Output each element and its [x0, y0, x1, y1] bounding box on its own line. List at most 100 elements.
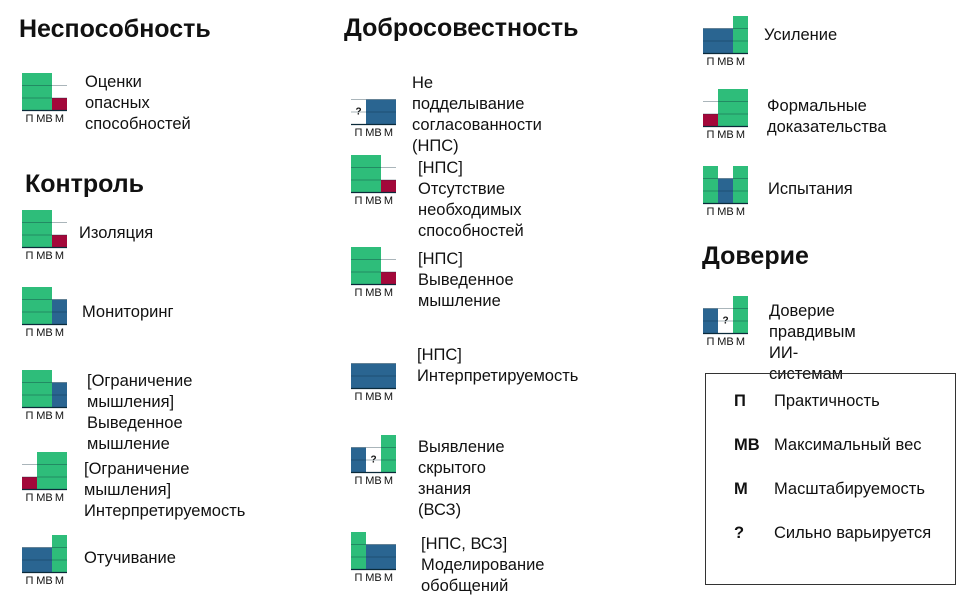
chart-tick-label: МВ [365, 474, 382, 487]
chart-tick-label: М [54, 326, 65, 339]
mini-chart-svg [22, 535, 67, 574]
chart-bar [37, 73, 52, 111]
legend-desc: Масштабируемость [774, 480, 925, 498]
legend-key: ? [734, 524, 745, 542]
chart-bar [366, 544, 381, 570]
chart-tick-label: М [735, 205, 746, 218]
chart-bar [351, 532, 366, 570]
legend-key: П [734, 392, 746, 410]
mini-chart-svg: ? [703, 296, 748, 335]
chart-tick-label: П [25, 574, 34, 587]
chart-bar [366, 363, 381, 389]
mini-chart-svg [351, 532, 396, 571]
chart-tick-label: П [25, 326, 34, 339]
chart-bar [366, 99, 381, 125]
chart-tick-label: М [54, 491, 65, 504]
chart-bar [381, 363, 396, 389]
unknown-marker: ? [722, 316, 728, 327]
chart-tick-label: МВ [36, 326, 53, 339]
chart-tick-label: МВ [365, 194, 382, 207]
mini-chart-svg [22, 210, 67, 249]
chart-bar [22, 547, 37, 573]
chart-tick-label: М [383, 474, 394, 487]
chart-tick-label: М [54, 249, 65, 262]
chart-bar [37, 287, 52, 325]
chart-tick-label: М [735, 128, 746, 141]
chart-tick-label: МВ [365, 286, 382, 299]
chart-tick-label: П [354, 194, 363, 207]
chart-bar [381, 544, 396, 570]
chart-tick-label: М [383, 390, 394, 403]
item-label: [Ограничение мышления] Выведенное мышлен… [87, 372, 193, 453]
chart-bar [351, 447, 366, 473]
item-label: [НПС, ВСЗ] Моделирование обобщений [421, 535, 545, 595]
chart-bar [37, 210, 52, 248]
chart-bar [351, 247, 366, 285]
chart-bar [22, 370, 37, 408]
chart-tick-label: МВ [36, 491, 53, 504]
chart-bar [52, 535, 67, 573]
chart-tick-label: М [54, 409, 65, 422]
mini-chart-svg [703, 16, 748, 55]
chart-bar [22, 287, 37, 325]
item-label: Оценки опасных способностей [85, 73, 191, 133]
chart-tick-label: МВ [717, 205, 734, 218]
chart-bar [351, 155, 366, 193]
chart-tick-label: МВ [365, 390, 382, 403]
chart-tick-label: МВ [365, 571, 382, 584]
item-label: Изоляция [79, 224, 154, 242]
chart-tick-label: П [354, 474, 363, 487]
chart-bar [37, 370, 52, 408]
unknown-marker: ? [355, 107, 361, 118]
section-title-control: Контроль [25, 170, 145, 198]
mini-chart-svg [703, 166, 748, 205]
chart-bar [37, 452, 52, 490]
chart-tick-label: М [383, 126, 394, 139]
chart-bar [52, 299, 67, 325]
chart-bar [366, 155, 381, 193]
chart-tick-label: МВ [365, 126, 382, 139]
chart-bar [52, 452, 67, 490]
item-label: Формальные доказательства [767, 97, 887, 136]
section-title-trustworthiness: Добросовестность [344, 14, 579, 42]
item-label: [НПС] Интерпретируемость [417, 346, 579, 385]
mini-chart-svg [351, 247, 396, 286]
chart-tick-label: М [54, 574, 65, 587]
chart-tick-label: М [735, 55, 746, 68]
mini-chart-svg [22, 452, 67, 491]
legend-desc: Сильно варьируется [774, 524, 932, 542]
chart-bar [366, 247, 381, 285]
chart-tick-label: МВ [717, 128, 734, 141]
chart-bar [718, 178, 733, 204]
chart-tick-label: М [383, 286, 394, 299]
item-label: [НПС] Отсутствие необходимых способносте… [418, 159, 524, 240]
chart-bar [37, 547, 52, 573]
chart-tick-label: П [25, 491, 34, 504]
chart-bar [52, 98, 67, 111]
legend-desc: Практичность [774, 392, 880, 410]
section-title-incapability: Неспособность [19, 15, 211, 43]
chart-bar [22, 210, 37, 248]
chart-tick-label: П [354, 390, 363, 403]
item-label: Выявление скрытого знания (ВСЗ) [418, 438, 505, 519]
chart-bar [381, 180, 396, 193]
item-label: [НПС] Выведенное мышление [418, 250, 514, 310]
legend-key: МВ [734, 436, 760, 454]
chart-bar [22, 477, 37, 490]
chart-bar [381, 99, 396, 125]
chart-bar [703, 28, 718, 54]
chart-bar [733, 296, 748, 334]
item-label: Усиление [764, 26, 838, 44]
item-label: Мониторинг [82, 303, 174, 321]
chart-tick-label: МВ [36, 574, 53, 587]
chart-tick-label: МВ [36, 112, 53, 125]
chart-bar [718, 28, 733, 54]
item-label: Доверие правдивым ИИ-системам [769, 302, 856, 383]
chart-tick-label: М [54, 112, 65, 125]
chart-bar [733, 89, 748, 127]
item-label: Испытания [768, 180, 853, 198]
mini-chart-svg: ? [351, 435, 396, 474]
chart-bar [381, 272, 396, 285]
chart-bar [52, 235, 67, 248]
chart-tick-label: МВ [717, 55, 734, 68]
